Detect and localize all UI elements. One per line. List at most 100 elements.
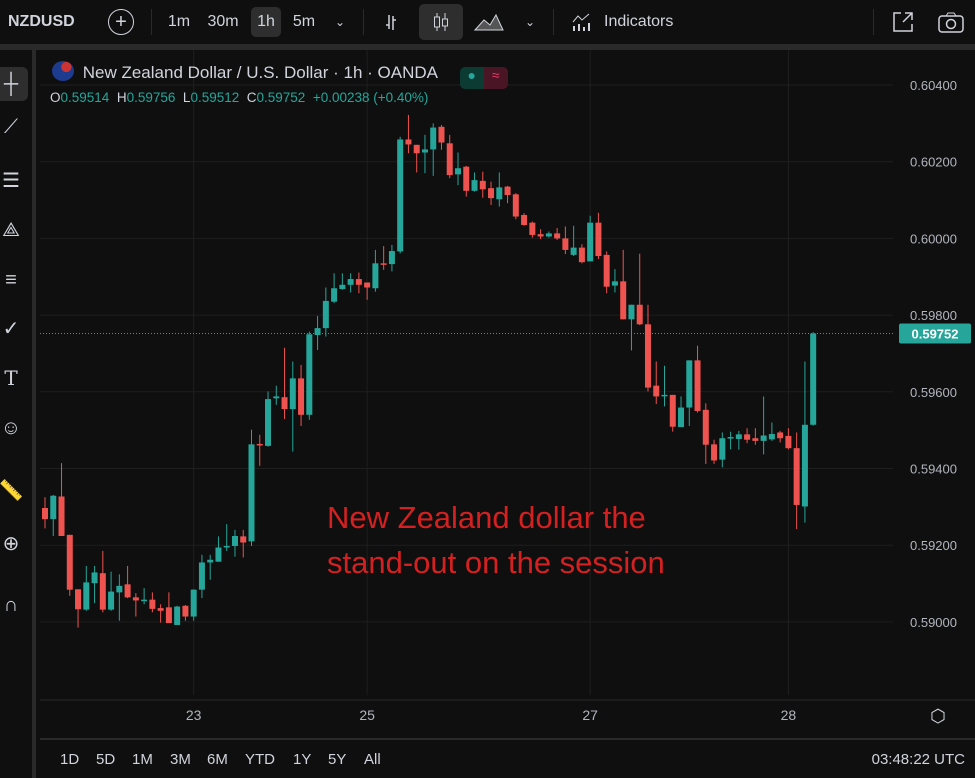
fib-retracement-icon[interactable]: ☰ <box>2 169 20 192</box>
pattern-icon[interactable]: ⟁ <box>2 218 20 241</box>
candle <box>801 361 808 523</box>
range-1y[interactable]: 1Y <box>293 751 312 768</box>
camera-icon[interactable] <box>935 7 967 37</box>
candle-body <box>488 188 495 199</box>
candle <box>149 592 156 613</box>
y-tick-label: 0.60000 <box>910 231 957 246</box>
candle <box>628 304 635 351</box>
interval-30m[interactable]: 30m <box>207 13 239 30</box>
candle-body <box>331 288 338 302</box>
candle-body <box>678 407 685 428</box>
candle <box>207 554 214 580</box>
candle <box>438 124 445 150</box>
candle <box>190 589 197 621</box>
range-3m[interactable]: 3M <box>170 751 191 768</box>
divider <box>151 9 152 35</box>
interval-1m[interactable]: 1m <box>167 13 191 30</box>
candle <box>289 361 296 452</box>
y-tick-label: 0.59200 <box>910 538 957 553</box>
candle-body <box>240 536 247 543</box>
high-label: H <box>116 90 127 105</box>
candle-body <box>372 263 379 289</box>
candle <box>661 365 668 407</box>
candle-body <box>636 304 643 325</box>
market-status-badge[interactable]: ● ≈ <box>459 65 508 89</box>
candle <box>554 228 561 240</box>
range-5d[interactable]: 5D <box>96 751 116 768</box>
candle <box>620 249 627 320</box>
candle-body <box>182 605 189 617</box>
range-6m[interactable]: 6M <box>207 751 228 768</box>
candle-body <box>777 432 784 439</box>
symbol-search-button[interactable]: NZDUSD <box>8 13 75 30</box>
candle <box>42 497 48 529</box>
candle <box>760 396 767 455</box>
crosshair-icon[interactable]: ┼ <box>0 67 28 101</box>
range-1d[interactable]: 1D <box>60 751 80 768</box>
candle-body <box>58 496 65 536</box>
candle <box>810 331 817 426</box>
chart-pane[interactable]: 0.60400 0.60200 0.60000 0.59800 0.59600 0.594… <box>40 50 975 738</box>
candle <box>504 185 511 204</box>
ruler-icon[interactable]: 📏 <box>0 479 24 502</box>
candle <box>611 269 618 293</box>
forecast-icon[interactable]: ≡ <box>5 268 17 291</box>
zoom-in-icon[interactable]: ⊕ <box>2 532 20 555</box>
compare-add-icon[interactable]: + <box>108 9 134 35</box>
fullscreen-icon[interactable] <box>889 7 917 37</box>
candle-body <box>207 559 214 563</box>
candle-body <box>752 438 759 441</box>
candle <box>711 439 718 464</box>
emoji-icon[interactable]: ☺ <box>0 416 22 439</box>
range-1m[interactable]: 1M <box>132 751 153 768</box>
candle-body <box>289 378 296 410</box>
utc-clock[interactable]: 03:48:22 UTC <box>871 751 965 768</box>
symbol-title[interactable]: New Zealand Dollar / U.S. Dollar · 1h · … <box>82 63 438 82</box>
candle-body <box>512 194 519 217</box>
candle <box>405 114 412 154</box>
candle-body <box>149 599 156 609</box>
x-tick-label: 28 <box>781 707 797 723</box>
divider <box>553 9 554 35</box>
candle <box>678 396 685 428</box>
settings-gear-icon[interactable]: ⬡ <box>930 706 946 726</box>
range-all[interactable]: All <box>364 751 381 768</box>
close-value: 0.59752 <box>256 90 306 105</box>
candle <box>273 385 280 405</box>
candle-body <box>248 444 255 542</box>
indicators-icon[interactable] <box>568 7 596 37</box>
candle <box>165 592 172 624</box>
candle-body <box>42 508 48 520</box>
indicators-button[interactable]: Indicators <box>604 13 674 30</box>
trend-line-icon[interactable]: ⟋ <box>4 115 18 138</box>
candle <box>99 550 106 613</box>
interval-1h[interactable]: 1h <box>251 7 281 37</box>
data-delayed-icon: ≈ <box>483 67 508 89</box>
candle <box>108 571 115 611</box>
candle-body <box>91 572 98 584</box>
candle-body <box>686 360 693 408</box>
candle-body <box>661 394 668 397</box>
chart-type-chevron-icon[interactable]: ⌄ <box>524 15 536 29</box>
interval-5m[interactable]: 5m <box>292 13 316 30</box>
brush-icon[interactable]: ✓ <box>2 317 20 340</box>
candlestick-chart[interactable]: 0.60400 0.60200 0.60000 0.59800 0.59600 0.594… <box>40 50 975 738</box>
candle-body <box>719 438 726 460</box>
candle-body <box>669 394 676 427</box>
text-tool-icon[interactable]: T <box>4 366 18 390</box>
candle <box>529 221 536 238</box>
candles-chart-icon[interactable] <box>419 4 463 40</box>
area-chart-icon[interactable] <box>472 7 506 37</box>
open-value: 0.59514 <box>60 90 110 105</box>
candle-body <box>215 547 222 562</box>
range-ytd[interactable]: YTD <box>245 751 275 768</box>
range-5y[interactable]: 5Y <box>328 751 347 768</box>
bar-chart-icon[interactable] <box>378 7 408 37</box>
magnet-icon[interactable]: ∩ <box>3 593 19 616</box>
interval-dropdown-chevron-icon[interactable]: ⌄ <box>334 15 346 29</box>
top-toolbar: NZDUSD + 1m 30m 1h 5m ⌄ ⌄ Indicators <box>0 0 975 44</box>
candle <box>562 226 569 255</box>
candle-body <box>83 582 90 610</box>
candle <box>83 565 90 611</box>
candle-body <box>471 180 478 191</box>
